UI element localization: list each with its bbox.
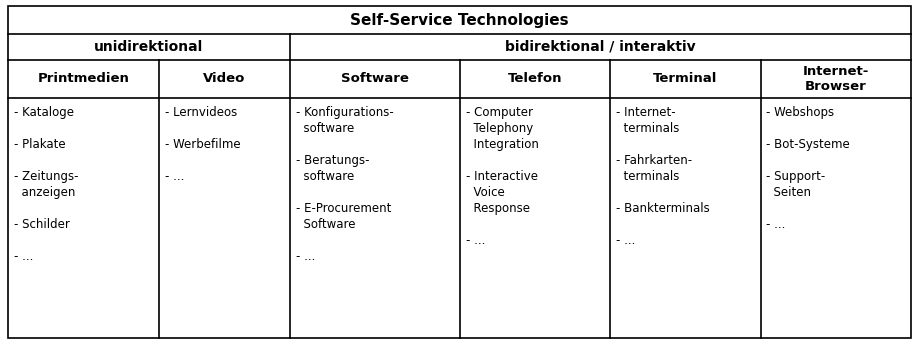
Text: - Konfigurations-
  software

- Beratungs-
  software

- E-Procurement
  Softwar: - Konfigurations- software - Beratungs- … (296, 106, 393, 263)
Text: bidirektional / interaktiv: bidirektional / interaktiv (505, 40, 696, 54)
Text: - Computer
  Telephony
  Integration

- Interactive
  Voice
  Response

- ...: - Computer Telephony Integration - Inter… (466, 106, 539, 247)
Text: Video: Video (203, 73, 245, 86)
Text: Self-Service Technologies: Self-Service Technologies (350, 12, 569, 28)
Text: unidirektional: unidirektional (94, 40, 203, 54)
Text: - Internet-
  terminals

- Fahrkarten-
  terminals

- Bankterminals

- ...: - Internet- terminals - Fahrkarten- term… (616, 106, 709, 247)
Text: Software: Software (341, 73, 408, 86)
Text: - Lernvideos

- Werbefilme

- ...: - Lernvideos - Werbefilme - ... (165, 106, 240, 183)
Text: Telefon: Telefon (507, 73, 562, 86)
Text: Terminal: Terminal (653, 73, 718, 86)
Text: Printmedien: Printmedien (38, 73, 130, 86)
Text: - Kataloge

- Plakate

- Zeitungs-
  anzeigen

- Schilder

- ...: - Kataloge - Plakate - Zeitungs- anzeige… (14, 106, 78, 263)
Text: Internet-
Browser: Internet- Browser (802, 65, 869, 93)
Text: - Webshops

- Bot-Systeme

- Support-
  Seiten

- ...: - Webshops - Bot-Systeme - Support- Seit… (766, 106, 850, 231)
